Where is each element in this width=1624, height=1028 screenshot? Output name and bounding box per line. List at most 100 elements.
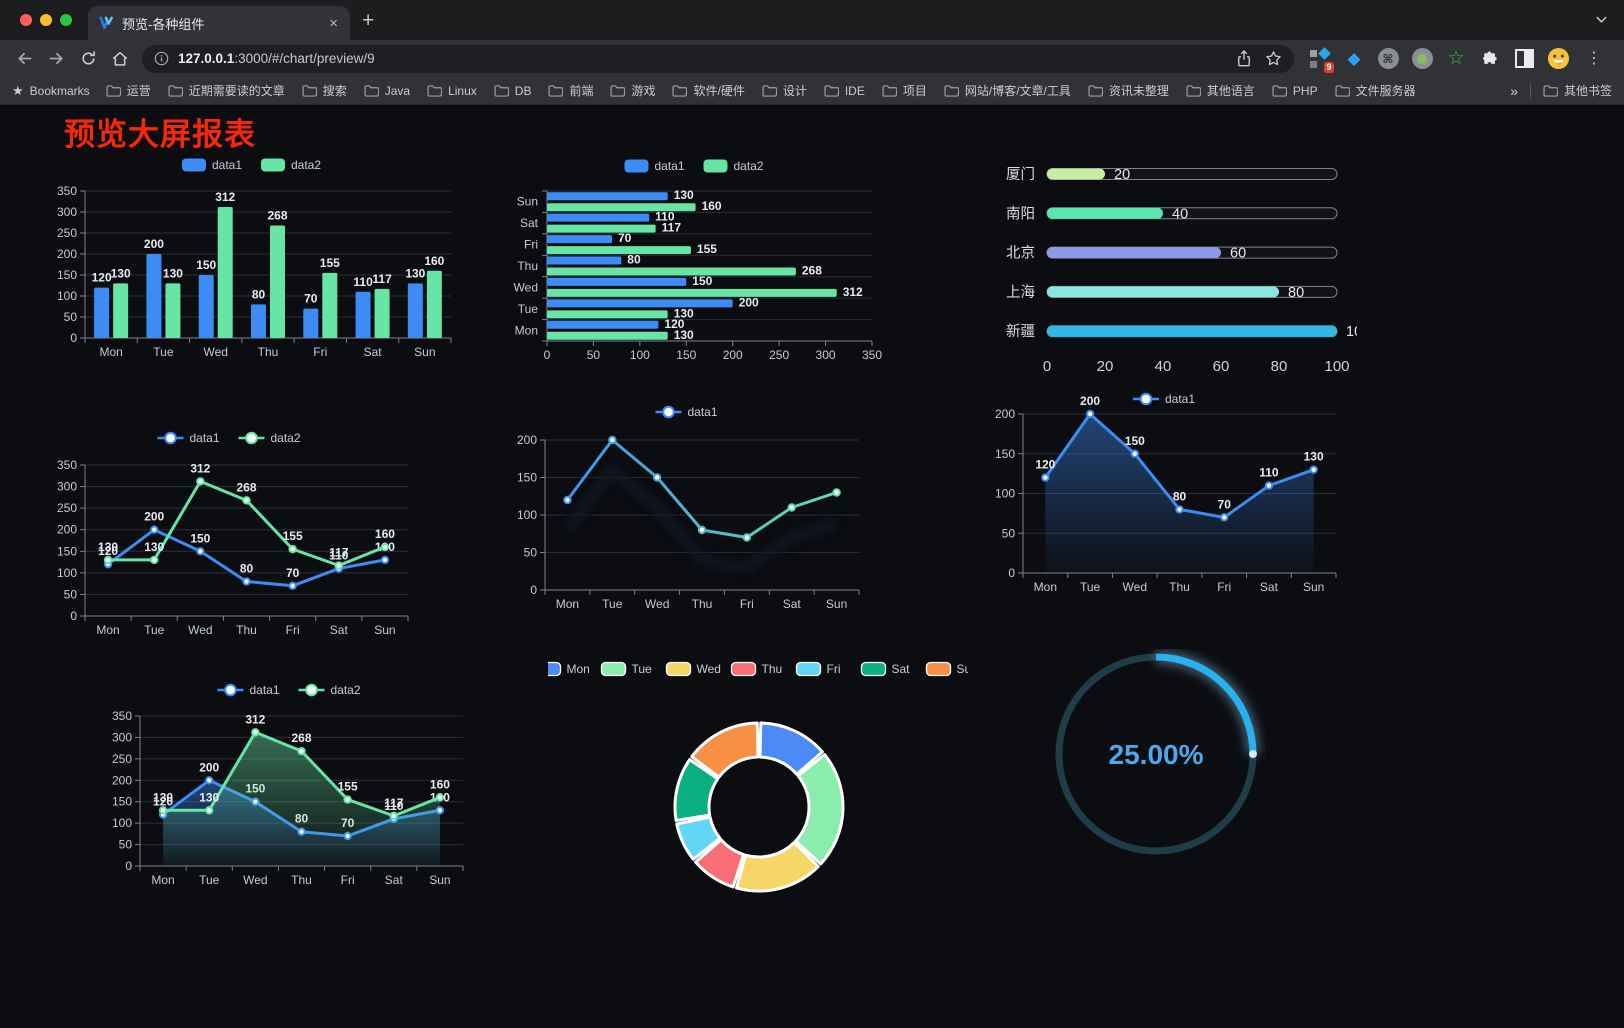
- profile-avatar[interactable]: [1546, 47, 1570, 71]
- browser-menu-icon[interactable]: ⋮: [1586, 49, 1602, 67]
- folder-icon: [882, 84, 897, 97]
- svg-text:40: 40: [1155, 358, 1172, 375]
- browser-tab[interactable]: 预览-各种组件 ×: [88, 6, 350, 40]
- svg-text:200: 200: [144, 237, 164, 251]
- svg-text:150: 150: [995, 447, 1015, 461]
- svg-text:60: 60: [1230, 246, 1246, 262]
- bookmark-folder-item[interactable]: 其他语言: [1186, 82, 1255, 99]
- svg-text:厦门: 厦门: [1006, 166, 1035, 183]
- tab-close-icon[interactable]: ×: [329, 14, 338, 32]
- extension-command-icon[interactable]: ⌘: [1376, 47, 1400, 71]
- svg-text:data2: data2: [271, 431, 301, 445]
- bookmark-folder-item[interactable]: 网站/博客/文章/工具: [944, 82, 1071, 99]
- bookmarks-manager-item[interactable]: ★ Bookmarks: [12, 83, 90, 99]
- svg-text:Mon: Mon: [99, 345, 122, 359]
- svg-text:130: 130: [674, 188, 694, 202]
- bookmark-folder-item[interactable]: PHP: [1272, 84, 1318, 98]
- site-info-icon[interactable]: [154, 51, 169, 66]
- bookmark-star-icon[interactable]: [1265, 50, 1282, 67]
- bookmark-folder-item[interactable]: 近期需要读的文章: [168, 82, 285, 99]
- svg-text:Wed: Wed: [1123, 580, 1147, 594]
- bookmark-folder-label: 网站/博客/文章/工具: [964, 84, 1071, 98]
- chevron-down-icon[interactable]: [1595, 11, 1608, 29]
- url-text[interactable]: 127.0.0.1:3000/#/chart/preview/9: [178, 51, 1228, 66]
- address-bar[interactable]: 127.0.0.1:3000/#/chart/preview/9: [142, 44, 1294, 73]
- folder-icon: [1335, 84, 1350, 97]
- svg-text:150: 150: [190, 531, 210, 545]
- bookmark-folder-label: DB: [514, 83, 532, 98]
- window-minimize-button[interactable]: [40, 14, 52, 26]
- bookmark-folder-item[interactable]: 软件/硬件: [672, 82, 745, 99]
- bookmark-folder-item[interactable]: 设计: [762, 82, 807, 99]
- svg-text:南阳: 南阳: [1006, 205, 1035, 222]
- svg-text:Fri: Fri: [341, 873, 355, 887]
- bookmark-folder-label: 运营: [126, 84, 151, 98]
- bookmark-folder-item[interactable]: 项目: [882, 82, 927, 99]
- reload-button[interactable]: [72, 44, 104, 74]
- bar-horizontal-canvas: data1 data2 0 50 100 150 200 250 300 350 Sun 130 160…: [514, 159, 883, 362]
- bookmark-folder-item[interactable]: 游戏: [610, 82, 655, 99]
- extension-badge: 9: [1323, 61, 1334, 73]
- window-zoom-button[interactable]: [60, 14, 72, 26]
- page-title: 预览大屏报表: [64, 117, 256, 152]
- svg-text:150: 150: [57, 268, 77, 282]
- svg-text:Thu: Thu: [692, 597, 713, 611]
- folder-icon: [944, 84, 959, 97]
- chart-progress-bars: 厦门 20 南阳 40 北京 60 上海 80 新疆 100 0 20 40 60 80 100: [985, 157, 1370, 397]
- svg-text:Sun: Sun: [1303, 580, 1324, 594]
- svg-text:data1: data1: [212, 158, 242, 172]
- bookmark-folder-label: 前端: [569, 84, 594, 98]
- chart-line-dual: data1 data2 0 50 100 150 200 250 300 350 Mon Tue Wed…: [45, 421, 420, 649]
- svg-text:上海: 上海: [1006, 284, 1035, 301]
- bookmark-folder-item[interactable]: 运营: [106, 82, 151, 99]
- svg-text:Tue: Tue: [632, 662, 653, 676]
- bookmark-folder-item[interactable]: 文件服务器: [1335, 82, 1416, 99]
- svg-text:Sat: Sat: [1260, 580, 1279, 594]
- extension-star-icon[interactable]: ☆: [1447, 48, 1465, 69]
- svg-text:120: 120: [92, 271, 112, 285]
- bookmark-folder-item[interactable]: 前端: [548, 82, 593, 99]
- bookmark-folder-item[interactable]: Linux: [427, 84, 477, 98]
- svg-text:312: 312: [190, 461, 210, 475]
- extensions-puzzle-icon[interactable]: [1478, 47, 1502, 71]
- svg-text:130: 130: [405, 266, 425, 280]
- extension-gem-icon[interactable]: ◆: [1347, 49, 1361, 68]
- svg-text:Tue: Tue: [1080, 580, 1101, 594]
- bookmarks-divider: [1529, 82, 1531, 99]
- bookmark-folder-item[interactable]: 资讯未整理: [1088, 82, 1169, 99]
- svg-text:0: 0: [70, 609, 77, 623]
- chart-donut: Mon Tue Wed Thu Fri Sat Sun: [535, 643, 978, 1018]
- svg-text:80: 80: [240, 561, 254, 575]
- other-bookmarks-item[interactable]: 其他书签: [1543, 82, 1612, 99]
- folder-icon: [824, 84, 839, 97]
- share-icon[interactable]: [1237, 50, 1251, 67]
- svg-text:350: 350: [57, 184, 77, 198]
- extension-grid-badge-icon[interactable]: 9: [1308, 46, 1334, 73]
- extension-green-dot-icon[interactable]: [1410, 47, 1434, 71]
- svg-text:155: 155: [320, 256, 340, 270]
- window-close-button[interactable]: [20, 14, 32, 26]
- svg-text:0: 0: [70, 331, 77, 345]
- forward-button[interactable]: [40, 44, 72, 74]
- svg-text:200: 200: [57, 523, 77, 537]
- chart-line-area-dual: data1 data2 0 50 100 150 200 250 300 350 Mon Tue Wed…: [105, 671, 480, 899]
- svg-text:Tue: Tue: [153, 345, 174, 359]
- svg-text:Mon: Mon: [556, 597, 579, 611]
- extension-contrast-icon[interactable]: [1512, 47, 1536, 71]
- svg-text:200: 200: [739, 295, 759, 309]
- bookmark-folder-item[interactable]: 搜索: [302, 82, 347, 99]
- bookmark-folder-label: 项目: [902, 84, 927, 98]
- svg-text:Sun: Sun: [414, 345, 435, 359]
- bookmark-folder-item[interactable]: Java: [364, 84, 410, 98]
- svg-text:110: 110: [329, 549, 349, 563]
- back-button[interactable]: [8, 44, 40, 74]
- svg-text:300: 300: [816, 348, 836, 362]
- bookmark-folder-item[interactable]: IDE: [824, 84, 865, 98]
- svg-text:155: 155: [338, 780, 358, 794]
- folder-icon: [168, 84, 183, 97]
- home-button[interactable]: [104, 44, 136, 74]
- bookmark-folder-item[interactable]: DB: [494, 83, 532, 98]
- bookmarks-overflow-chevron[interactable]: »: [1510, 82, 1518, 99]
- new-tab-button[interactable]: +: [362, 8, 375, 32]
- svg-text:110: 110: [655, 210, 675, 224]
